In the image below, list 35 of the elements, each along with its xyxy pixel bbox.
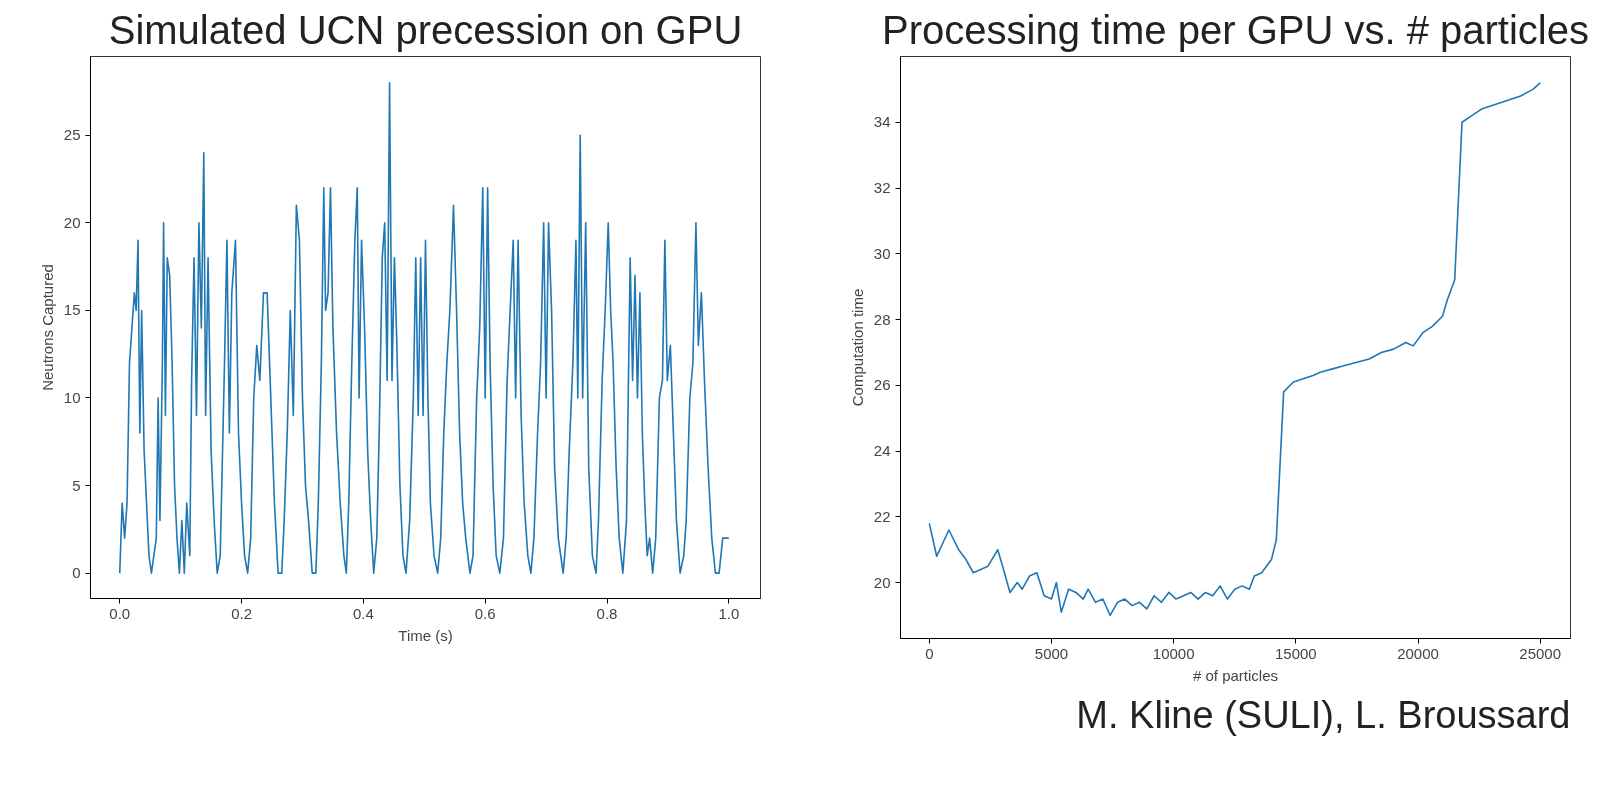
y-axis-title: Neutrons Captured [38,264,56,391]
x-tick-label: 1.0 [718,604,740,622]
x-tick-label: 0.6 [474,604,496,622]
chart-title: Processing time per GPU vs. # particles [882,7,1589,52]
x-tick-label: 0 [925,644,934,662]
x-tick-label: 5000 [1034,644,1069,662]
y-tick-label: 28 [873,310,891,328]
y-tick-label: 20 [63,213,81,231]
x-tick-label: 0.8 [596,604,618,622]
text: M. Kline (SULI), L. Broussard [1076,693,1571,736]
y-tick-label: 15 [63,301,81,319]
line-series [928,82,1541,617]
x-tick-label: 0.2 [231,604,252,622]
x-axis-title: # of particles [1192,666,1279,684]
y-tick-label: 24 [873,442,891,460]
chart-title: Simulated UCN precession on GPU [108,7,743,52]
y-tick-label: 25 [63,126,81,144]
x-tick-label: 0.0 [109,604,131,622]
y-tick-label: 0 [72,564,81,582]
line-series [118,81,730,574]
x-tick-label: 10000 [1152,644,1195,662]
y-tick-label: 30 [873,244,891,262]
x-tick-label: 25000 [1519,644,1562,662]
y-tick-label: 20 [873,573,891,591]
x-tick-label: 15000 [1275,644,1317,662]
y-tick-label: 26 [873,376,891,394]
y-tick-label: 32 [873,179,891,197]
x-tick-label: 0.4 [352,604,374,622]
y-tick-label: 22 [873,507,891,525]
y-tick-label: 5 [72,476,81,494]
y-tick-label: 10 [63,388,81,406]
x-tick-label: 20000 [1397,644,1439,662]
x-axis-title: Time (s) [398,626,453,644]
y-axis-title: Computation time [848,288,866,407]
y-tick-label: 34 [873,113,891,131]
